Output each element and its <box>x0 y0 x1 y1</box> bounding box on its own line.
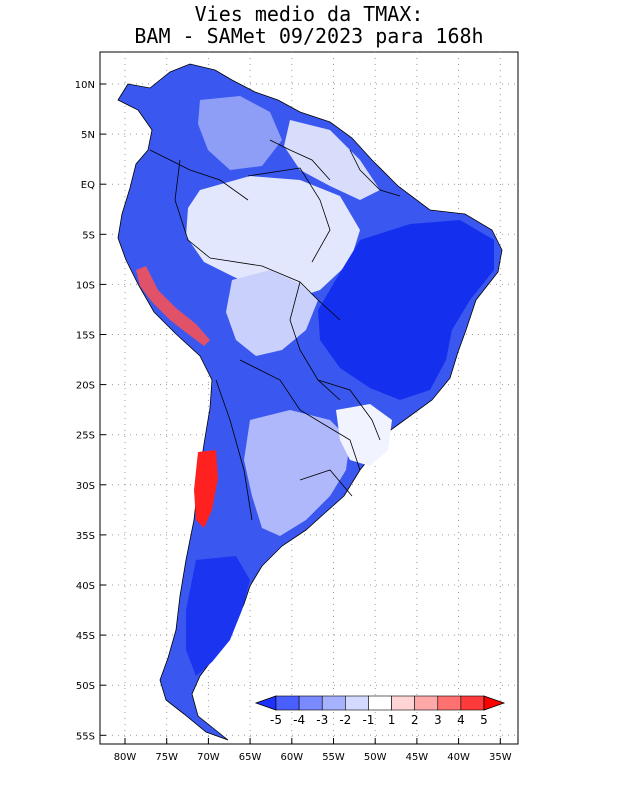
andes-warm-strip-north <box>136 266 210 346</box>
lon-tick-label: 40W <box>447 752 470 763</box>
longitude-axis: 80W 75W 70W 65W 60W 55W 50W 45W 40W 35W <box>114 738 512 763</box>
amazon-light-zone <box>186 176 360 300</box>
plot-frame <box>99 51 519 745</box>
andes-warm-strip-chile <box>194 450 218 528</box>
map-title-line1: Vies medio da TMAX: <box>194 2 424 26</box>
latitude-axis: 10N 5N EQ 5S 10S 15S 20S 25S 30S 35S 40S 45S 50S 55S <box>75 80 106 742</box>
south-america-landmass <box>117 63 503 741</box>
south-pale-zone <box>244 410 350 536</box>
colorbar-label: 3 <box>434 713 442 727</box>
colorbar-label: 4 <box>457 713 465 727</box>
country-borders <box>149 139 401 521</box>
colorbar-segment <box>437 695 462 711</box>
colorbar-label: -4 <box>293 713 305 727</box>
colorbar-label: 1 <box>388 713 396 727</box>
lat-tick-label: 20S <box>76 381 95 392</box>
southeast-pale-zone <box>336 404 392 466</box>
colorbar-segment <box>298 695 323 711</box>
colorbar-arrow-left <box>254 695 277 711</box>
lat-tick-label: 15S <box>76 331 95 342</box>
lat-tick-label: 5S <box>82 230 95 241</box>
patagonia-deep-zone <box>186 556 250 676</box>
colorbar-label: -5 <box>270 713 282 727</box>
colorbar-segment <box>275 695 300 711</box>
lat-tick-label: 30S <box>76 481 95 492</box>
lat-tick-label: 50S <box>76 681 95 692</box>
colorbar-segment <box>391 695 415 711</box>
lon-tick-label: 50W <box>364 752 387 763</box>
colorbar-label: -2 <box>339 713 351 727</box>
lat-tick-label: 25S <box>76 431 95 442</box>
lat-tick-label: 40S <box>76 581 95 592</box>
colorbar-arrow-right <box>483 695 506 711</box>
north-light-zone <box>198 96 282 170</box>
lat-tick-label: 10S <box>76 280 95 291</box>
colorbar-label: 2 <box>411 713 419 727</box>
lon-tick-label: 70W <box>197 752 220 763</box>
lon-tick-label: 55W <box>322 752 345 763</box>
lat-tick-label: 10N <box>75 80 95 91</box>
colorbar-segment <box>460 695 485 711</box>
ne-deep-zone <box>318 220 494 400</box>
venezuela-light-zone <box>284 120 380 200</box>
lat-tick-label: 55S <box>76 731 95 742</box>
colorbar-label: -3 <box>316 713 328 727</box>
lon-tick-label: 80W <box>114 752 137 763</box>
lon-tick-label: 35W <box>489 752 512 763</box>
colorbar-segment <box>368 695 392 711</box>
lat-tick-label: 45S <box>76 631 95 642</box>
colorbar-label: 5 <box>480 713 488 727</box>
colorbar: -5 -4 -3 -2 -1 1 2 3 4 5 <box>254 695 506 727</box>
colorbar-segment <box>345 695 369 711</box>
lon-tick-label: 60W <box>280 752 303 763</box>
lat-tick-label: 35S <box>76 531 95 542</box>
lat-tick-label: EQ <box>81 180 95 191</box>
colorbar-segment <box>414 695 439 711</box>
lon-tick-label: 65W <box>239 752 262 763</box>
colorbar-label: -1 <box>362 713 374 727</box>
map-title-line2: BAM - SAMet 09/2023 para 168h <box>134 24 484 48</box>
colorbar-segment <box>321 695 346 711</box>
lat-tick-label: 5N <box>81 130 95 141</box>
lon-tick-label: 45W <box>406 752 429 763</box>
lon-tick-label: 75W <box>155 752 178 763</box>
